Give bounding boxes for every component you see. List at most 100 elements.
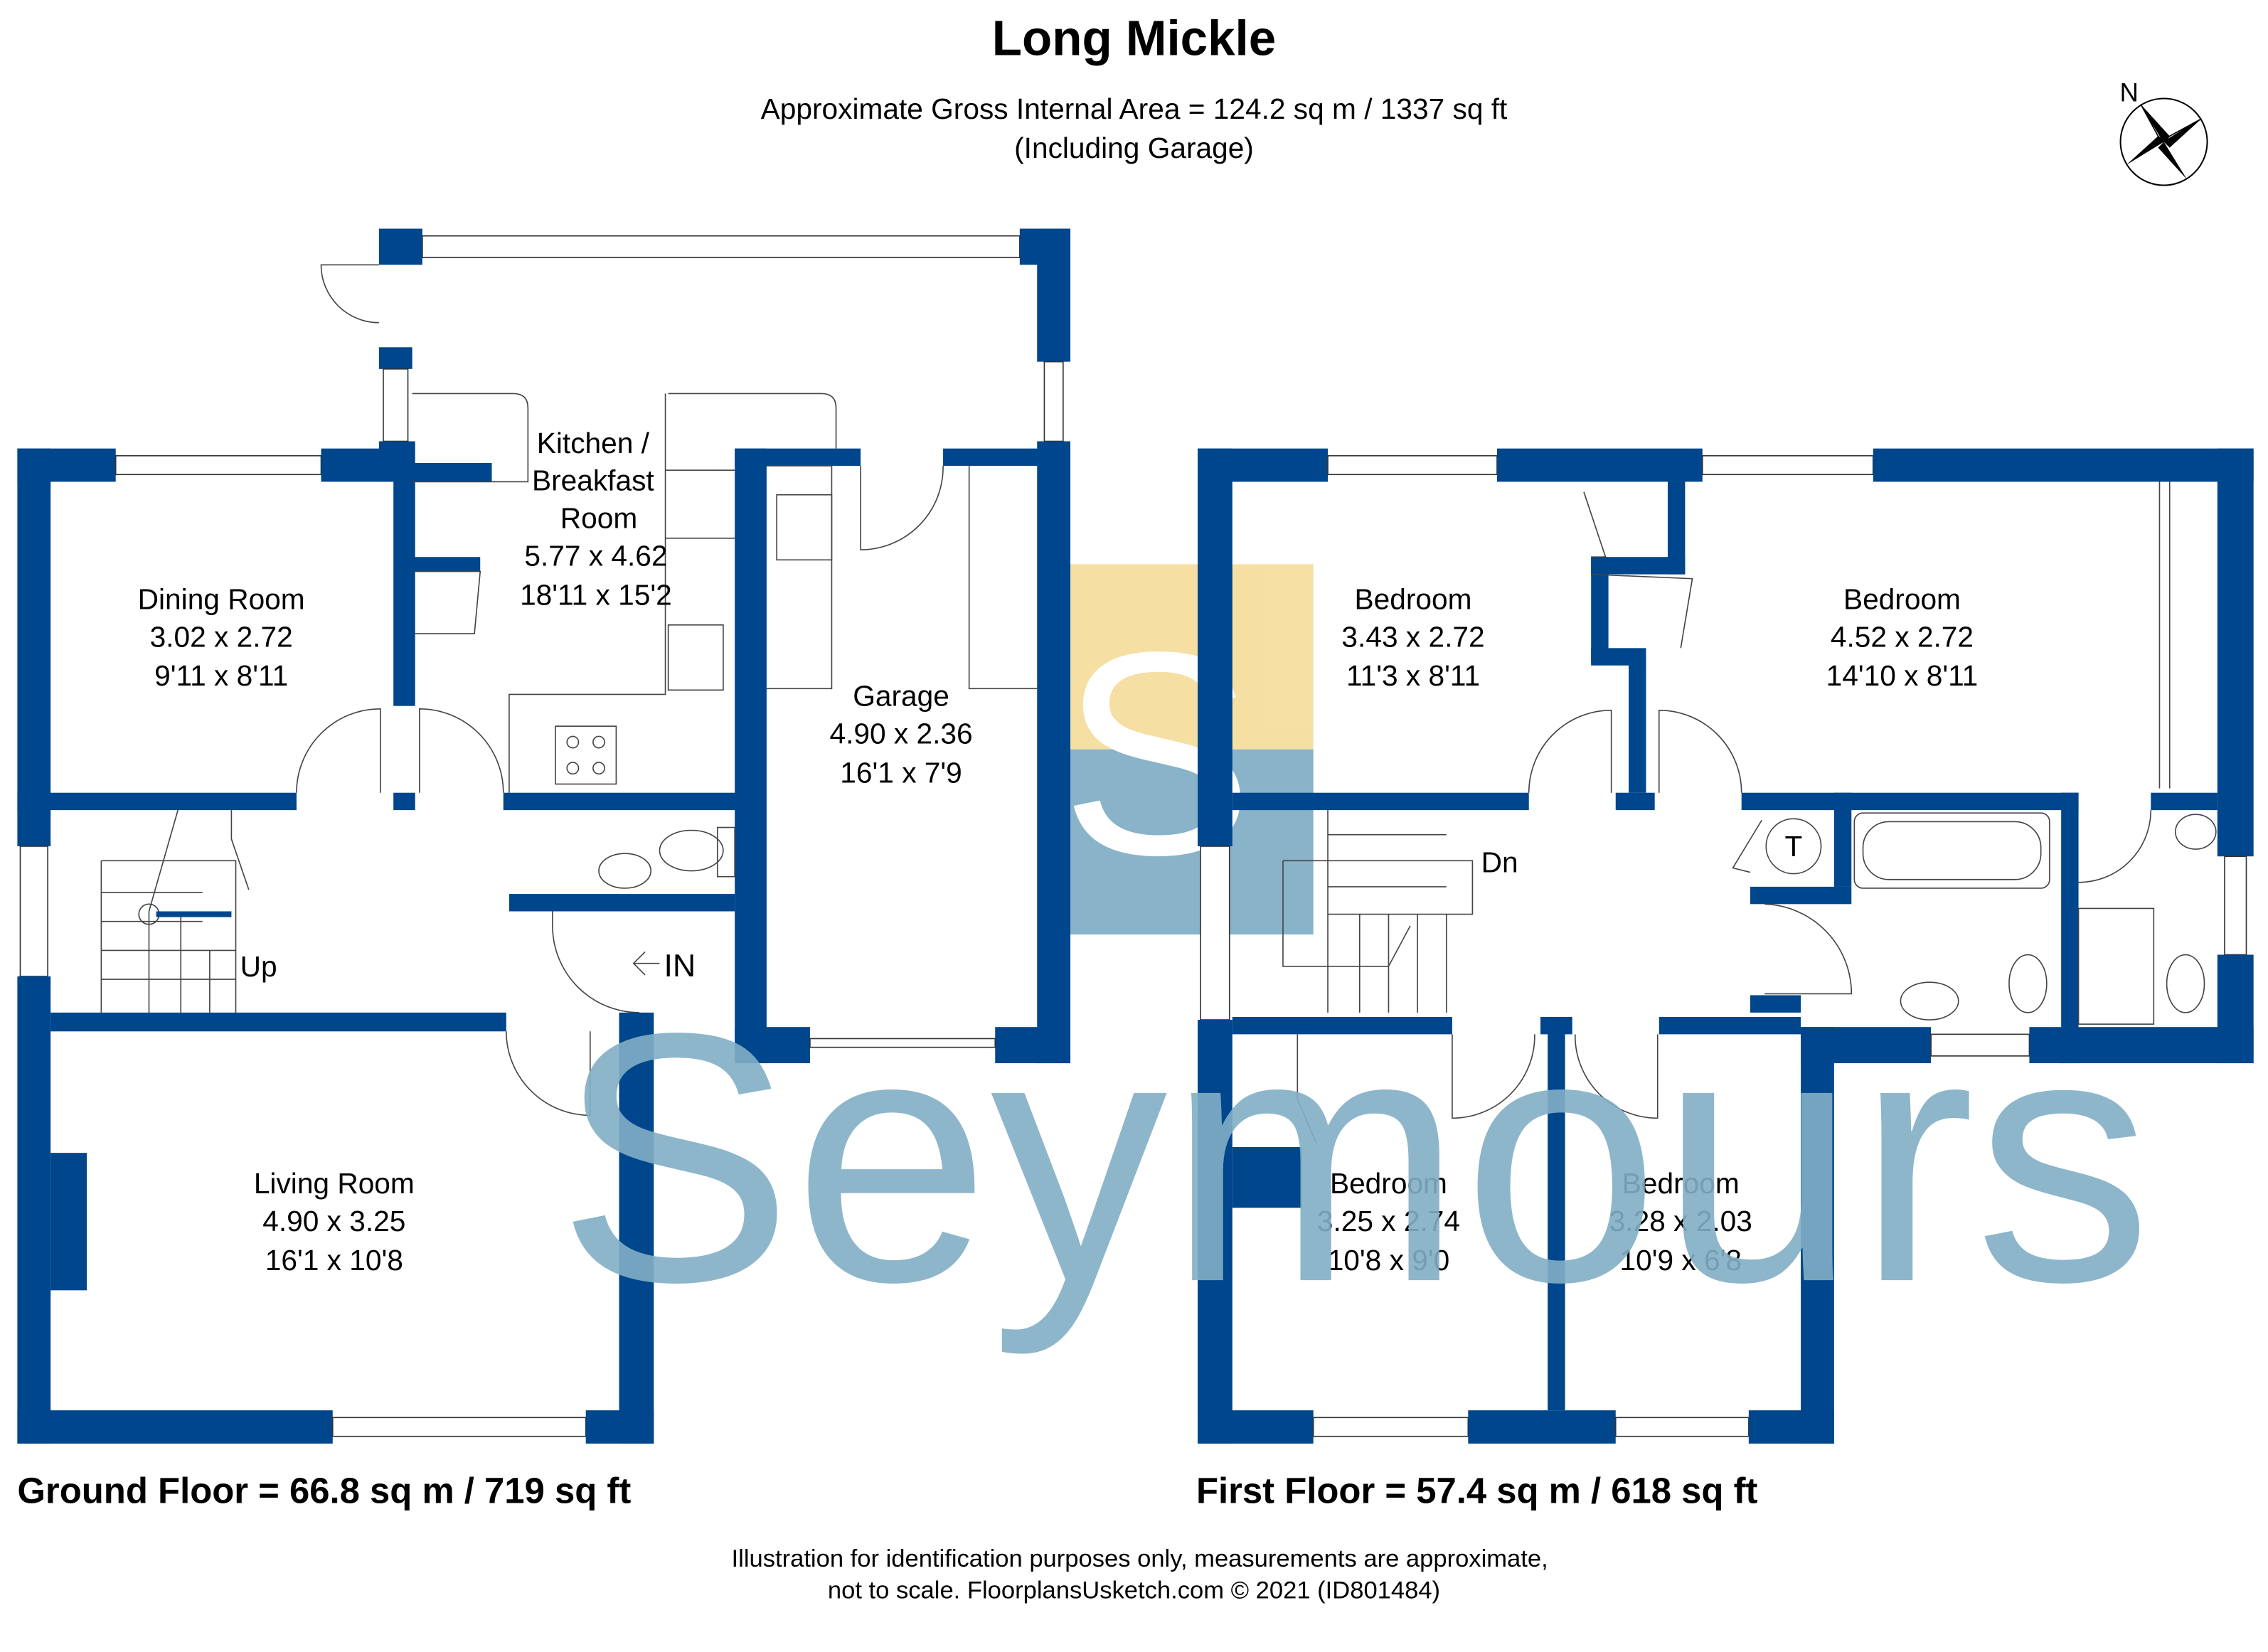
stairs-down-label: Dn <box>1481 846 1518 879</box>
water-tank <box>1765 818 1822 875</box>
wall <box>1548 1016 1565 1411</box>
wall <box>1037 228 1071 362</box>
wall <box>412 463 492 482</box>
room-name: Bedroom <box>1622 1167 1740 1200</box>
window <box>383 368 409 442</box>
wall <box>1197 448 1233 846</box>
wall <box>1197 1020 1233 1444</box>
wall <box>1232 1016 1452 1035</box>
wall <box>503 792 764 811</box>
wall <box>17 1410 333 1444</box>
window <box>1200 846 1230 1020</box>
window <box>331 1417 587 1437</box>
compass-icon: N <box>2119 78 2208 186</box>
room-bedroom-1: Bedroom 3.43 x 2.72 11'3 x 8'11 <box>1341 582 1484 692</box>
wall <box>393 463 415 706</box>
wall <box>1667 481 1686 575</box>
seymours-watermark: Seymours <box>557 959 2152 1358</box>
room-metric: 5.77 x 4.62 <box>524 539 667 572</box>
page-title: Long Mickle <box>992 10 1276 65</box>
wall <box>619 1012 654 1444</box>
room-metric: 3.25 x 2.74 <box>1317 1205 1460 1237</box>
wall <box>1659 1016 1801 1035</box>
first-floor-plan: T Bedroom 3.43 x 2.72 11'3 x 8'11 Bedroo… <box>1196 448 2254 1510</box>
wall <box>1750 886 1852 905</box>
window <box>1701 455 1874 476</box>
room-name: Dining Room <box>138 582 305 615</box>
wall <box>1197 1410 1314 1444</box>
wall <box>2061 792 2079 1064</box>
wall <box>943 448 1071 467</box>
wall <box>1496 448 1703 482</box>
wall <box>1591 648 1646 666</box>
utility-sink <box>776 494 833 561</box>
room-dining-room: Dining Room 3.02 x 2.72 9'11 x 8'11 <box>138 582 305 692</box>
wall <box>1037 441 1071 1064</box>
wall <box>50 1012 506 1032</box>
toilet <box>2008 954 2048 1013</box>
wall <box>1232 792 1529 811</box>
ground-floor-plan: Dining Room 3.02 x 2.72 9'11 x 8'11 Kitc… <box>17 228 1071 1510</box>
bath <box>1853 812 2050 889</box>
wall <box>1629 662 1646 793</box>
room-name: Breakfast <box>532 464 654 497</box>
wall <box>17 448 51 846</box>
room-name: Bedroom <box>1330 1167 1447 1200</box>
garage-door[interactable] <box>809 1038 996 1048</box>
wall <box>1833 792 1852 887</box>
wall <box>17 792 297 811</box>
seymours-logo: S <box>1060 564 1314 935</box>
toilet <box>2166 954 2205 1013</box>
wall <box>995 1027 1071 1064</box>
wall <box>735 448 767 1064</box>
wardrobe <box>1232 1147 1302 1208</box>
kitchen-sink <box>667 624 724 691</box>
room-name: Bedroom <box>1843 582 1961 615</box>
room-metric: 4.90 x 3.25 <box>262 1205 405 1237</box>
wall <box>1750 995 1801 1013</box>
tank-label: T <box>1784 830 1802 863</box>
wall <box>1741 792 2079 811</box>
room-imperial: 10'9 x 6'8 <box>1620 1244 1742 1277</box>
wall <box>393 792 415 811</box>
room-name: Kitchen / <box>537 427 650 459</box>
room-garage: Garage 4.90 x 2.36 16'1 x 7'9 <box>829 680 972 789</box>
wall <box>1615 792 1655 811</box>
disclaimer-line-2: not to scale. FloorplansUsketch.com © 20… <box>828 1577 1440 1604</box>
room-bedroom-3: Bedroom 3.25 x 2.74 10'8 x 9'0 <box>1317 1167 1460 1277</box>
staircase <box>100 809 250 1013</box>
room-name: Living Room <box>254 1167 415 1200</box>
window <box>1043 361 1064 442</box>
entrance-label: IN <box>664 948 696 984</box>
first-floor-area: First Floor = 57.4 sq m / 618 sq ft <box>1196 1470 1758 1510</box>
wall <box>1801 1027 1834 1444</box>
room-living-room: Living Room 4.90 x 3.25 16'1 x 10'8 <box>254 1167 415 1277</box>
room-kitchen: Kitchen / Breakfast Room 5.77 x 4.62 18'… <box>520 427 672 612</box>
shower <box>2077 907 2155 1025</box>
room-imperial: 16'1 x 10'8 <box>265 1244 403 1277</box>
chimney-breast <box>50 1153 87 1291</box>
wall <box>17 976 51 1444</box>
hob <box>555 725 617 785</box>
room-metric: 4.52 x 2.72 <box>1831 620 1974 653</box>
wall <box>1748 1410 1834 1444</box>
room-metric: 3.02 x 2.72 <box>150 620 293 653</box>
wall <box>509 894 735 912</box>
room-name: Garage <box>853 680 949 713</box>
north-label: N <box>2120 78 2139 107</box>
wall <box>412 557 481 572</box>
wall <box>1468 1410 1616 1444</box>
wall <box>585 1410 654 1444</box>
stairs-up-label: Up <box>240 950 277 983</box>
ground-floor-area: Ground Floor = 66.8 sq m / 719 sq ft <box>17 1470 631 1510</box>
disclaimer-line-1: Illustration for identification purposes… <box>732 1545 1548 1572</box>
window <box>115 455 322 476</box>
room-name: Room <box>560 502 637 535</box>
window <box>19 846 48 977</box>
room-metric: 4.90 x 2.36 <box>829 718 972 750</box>
room-name: Bedroom <box>1355 582 1472 615</box>
room-imperial: 10'8 x 9'0 <box>1328 1244 1450 1277</box>
wc-basin <box>598 853 652 889</box>
room-bedroom-2: Bedroom 4.52 x 2.72 14'10 x 8'11 <box>1826 582 1979 692</box>
room-imperial: 16'1 x 7'9 <box>840 756 962 789</box>
